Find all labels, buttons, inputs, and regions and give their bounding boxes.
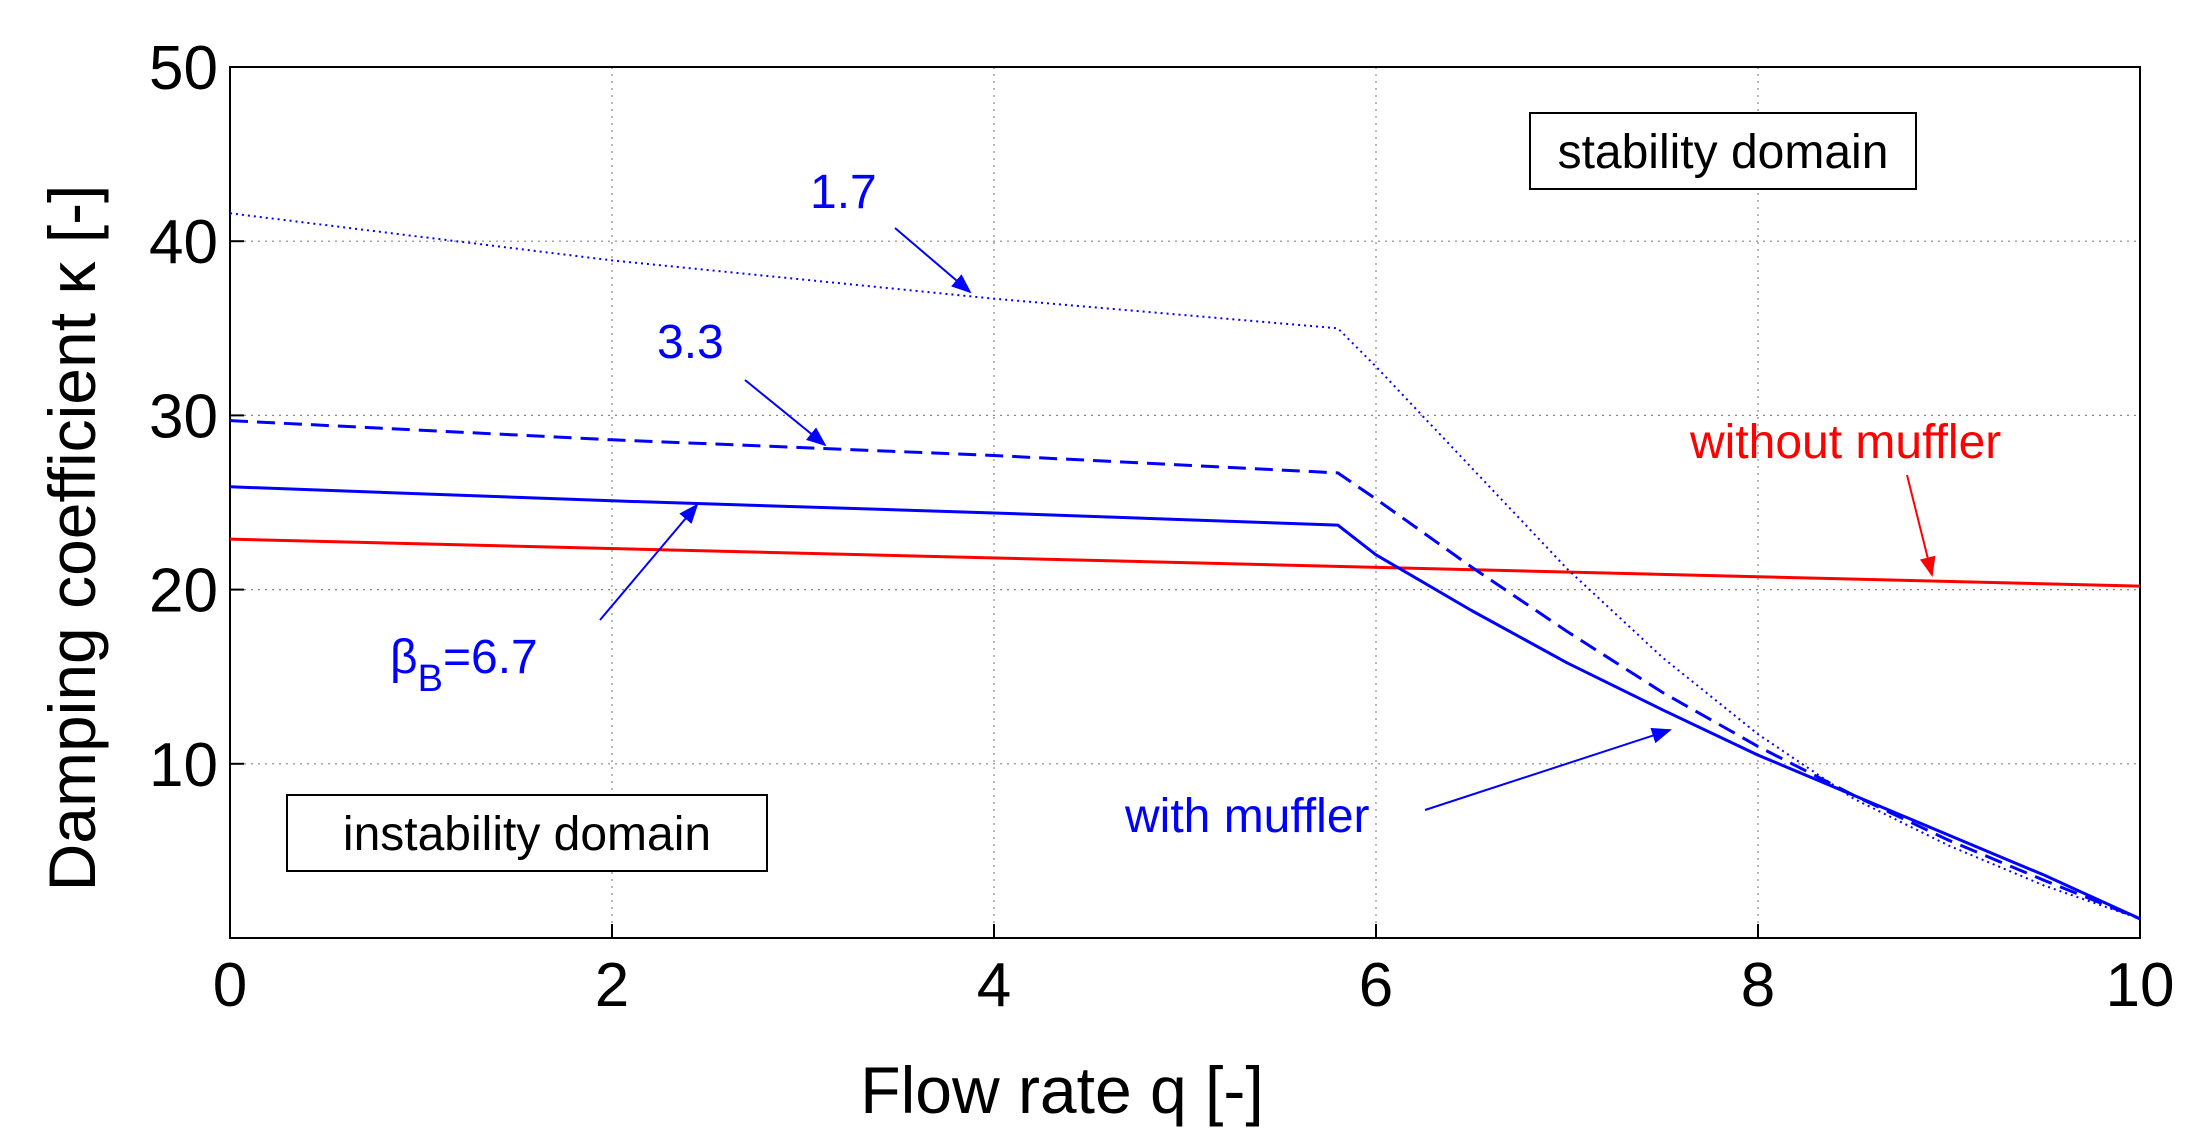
beta-symbol: β [390, 631, 418, 684]
beta-subscript: B [418, 658, 443, 700]
x-tick-label: 8 [1741, 951, 1775, 1020]
series-line-3 [229, 212, 2141, 920]
y-axis-label: Damping coefficient κ [-] [35, 185, 109, 892]
y-tick-label: 20 [149, 557, 218, 626]
with-muffler-label: with muffler [1124, 790, 1370, 843]
label-1-7: 1.7 [810, 166, 877, 219]
beta-value: =6.7 [443, 631, 538, 684]
y-axis-ticks: 10 20 30 40 50 [149, 34, 244, 800]
without-muffler-arrow [1906, 474, 1936, 577]
y-tick-label: 30 [149, 382, 218, 451]
series-line-2 [229, 419, 2141, 921]
x-tick-label: 2 [595, 951, 629, 1020]
label-1-7-arrow [894, 227, 972, 294]
instability-domain-label: instability domain [343, 808, 711, 861]
beta-arrow [599, 503, 699, 621]
x-tick-label: 4 [977, 951, 1011, 1020]
x-tick-label: 10 [2106, 951, 2175, 1020]
x-tick-label: 6 [1359, 951, 1393, 1020]
grid-lines [230, 67, 2140, 938]
x-axis-ticks: 0 2 4 6 8 10 [213, 924, 2175, 1020]
plot-frame [229, 66, 2141, 939]
with-muffler-arrow [1424, 727, 1672, 811]
y-tick-label: 10 [149, 731, 218, 800]
series-group [229, 212, 2141, 921]
x-axis-label: Flow rate q [-] [860, 1053, 1263, 1127]
label-3-3-arrow [744, 379, 827, 447]
y-tick-label: 50 [149, 34, 218, 103]
series-line-1 [229, 485, 2141, 921]
stability-domain-box: stability domain [1529, 112, 1917, 190]
label-3-3: 3.3 [657, 316, 724, 369]
without-muffler-label: without muffler [1689, 416, 2001, 469]
series-line-0 [229, 537, 2141, 588]
instability-domain-box: instability domain [286, 794, 768, 872]
stability-domain-label: stability domain [1558, 126, 1889, 179]
y-tick-label: 40 [149, 208, 218, 277]
beta-label: βB=6.7 [390, 631, 538, 700]
x-tick-label: 0 [213, 951, 247, 1020]
